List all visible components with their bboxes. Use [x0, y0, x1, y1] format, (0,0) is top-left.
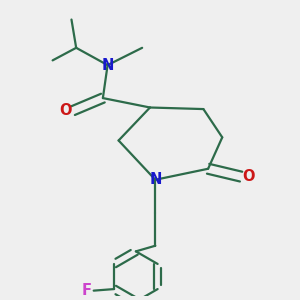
Text: O: O: [243, 169, 255, 184]
Text: N: N: [149, 172, 161, 187]
Text: F: F: [82, 283, 92, 298]
Text: O: O: [59, 103, 71, 118]
Text: N: N: [101, 58, 114, 73]
